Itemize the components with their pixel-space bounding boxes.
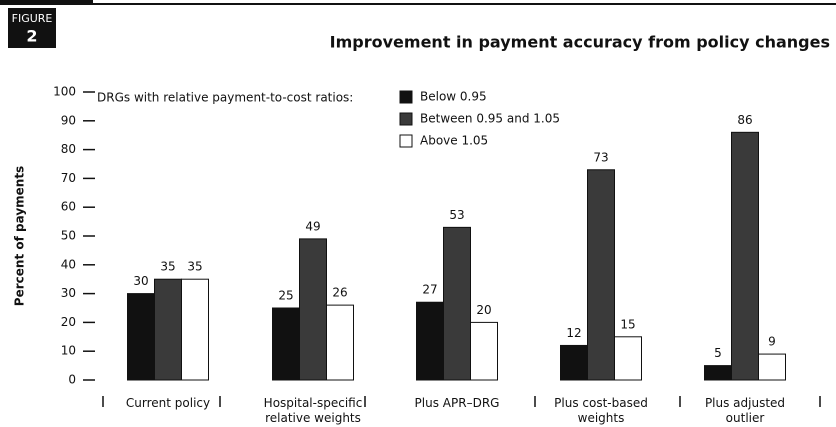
badge-bar (0, 0, 93, 5)
value-label: 30 (133, 274, 148, 288)
value-label: 27 (422, 283, 437, 297)
x-tick-label: Plus cost-based weights (554, 396, 648, 425)
value-label: 49 (305, 219, 320, 233)
value-label: 26 (332, 286, 347, 300)
value-label: 9 (768, 335, 776, 349)
value-label: 35 (160, 260, 175, 274)
legend-title: DRGs with relative payment-to-cost ratio… (97, 91, 353, 105)
bar (758, 353, 786, 381)
badge-number: 2 (26, 27, 37, 46)
y-tick-label: 100 (53, 85, 76, 99)
y-tick-label: 80 (61, 142, 76, 156)
bar (272, 307, 300, 381)
y-axis-label: Percent of payments (13, 166, 27, 306)
value-label: 15 (620, 317, 635, 331)
chart-title: Improvement in payment accuracy from pol… (330, 33, 830, 52)
legend-swatch (399, 112, 413, 126)
bar (326, 304, 354, 381)
bar (443, 226, 471, 381)
value-label: 35 (187, 260, 202, 274)
bar (154, 278, 182, 381)
value-label: 20 (476, 303, 491, 317)
y-tick-label: 30 (61, 286, 76, 300)
value-label: 53 (449, 208, 464, 222)
value-label: 12 (566, 326, 581, 340)
y-tick-label: 20 (61, 315, 76, 329)
bar (614, 336, 642, 381)
bar (127, 293, 155, 381)
value-label: 5 (714, 346, 722, 360)
bar (181, 278, 209, 381)
value-label: 25 (278, 289, 293, 303)
legend-label: Between 0.95 and 1.05 (420, 112, 560, 126)
bar (299, 238, 327, 381)
value-label: 86 (737, 113, 752, 127)
y-tick-label: 90 (61, 113, 76, 127)
y-tick-label: 40 (61, 257, 76, 271)
y-tick-label: 70 (61, 171, 76, 185)
x-tick-label: Current policy (125, 396, 211, 410)
bar (731, 131, 759, 381)
y-tick-label: 50 (61, 229, 76, 243)
value-label: 73 (593, 150, 608, 164)
bar (704, 365, 732, 381)
x-tick-label: Plus adjusted outlier (704, 396, 786, 425)
y-tick-label: 60 (61, 200, 76, 214)
y-tick-label: 10 (61, 344, 76, 358)
bar (560, 344, 588, 381)
x-tick-label: Hospital-specific relative weights (263, 396, 363, 425)
legend-label: Below 0.95 (420, 90, 487, 104)
bar (416, 301, 444, 381)
x-tick-label: Plus APR–DRG (414, 396, 500, 410)
legend-swatch (399, 134, 413, 148)
badge (8, 8, 56, 48)
y-tick-label: 0 (68, 373, 76, 387)
bar (587, 169, 615, 381)
legend-label: Above 1.05 (420, 134, 488, 148)
badge-label: FIGURE (12, 12, 53, 25)
bar (470, 321, 498, 381)
legend-swatch (399, 90, 413, 104)
